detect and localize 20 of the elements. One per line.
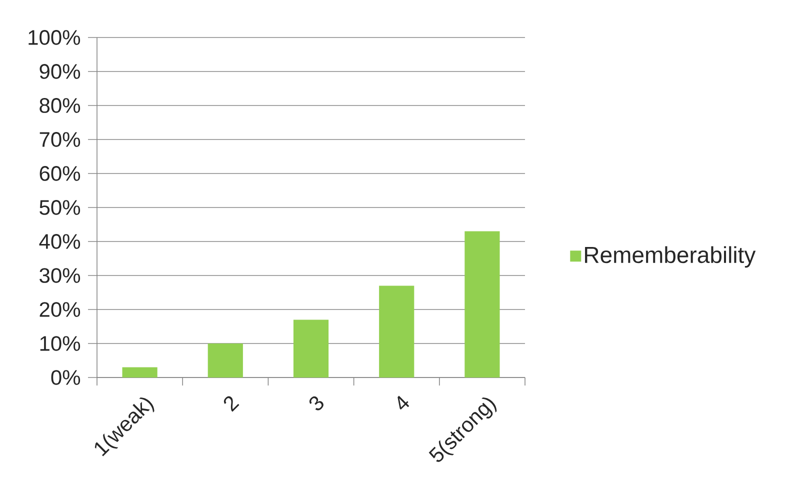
y-tick-label: 0% [51, 370, 80, 385]
y-tick-label: 40% [39, 234, 80, 249]
y-tick-label: 50% [40, 200, 80, 215]
x-tick-label: 3 [309, 396, 324, 410]
bar [122, 367, 158, 378]
bar [293, 320, 329, 378]
y-tick-label: 70% [40, 132, 80, 147]
y-tick-label: 10% [40, 336, 80, 351]
y-tick-label: 20% [40, 302, 80, 317]
x-tick-label: 4 [398, 396, 410, 410]
bar [208, 344, 243, 378]
y-tick-label: 90% [40, 64, 80, 79]
x-tick-label: 2 [224, 396, 240, 412]
bar [464, 231, 500, 378]
bar [379, 286, 414, 378]
y-tick-label: 30% [40, 268, 80, 283]
legend-label: Rememberability [585, 246, 756, 268]
y-tick-label: 60% [40, 166, 80, 181]
y-tick-label: 80% [40, 98, 80, 113]
y-tick-label: 100% [28, 30, 80, 45]
